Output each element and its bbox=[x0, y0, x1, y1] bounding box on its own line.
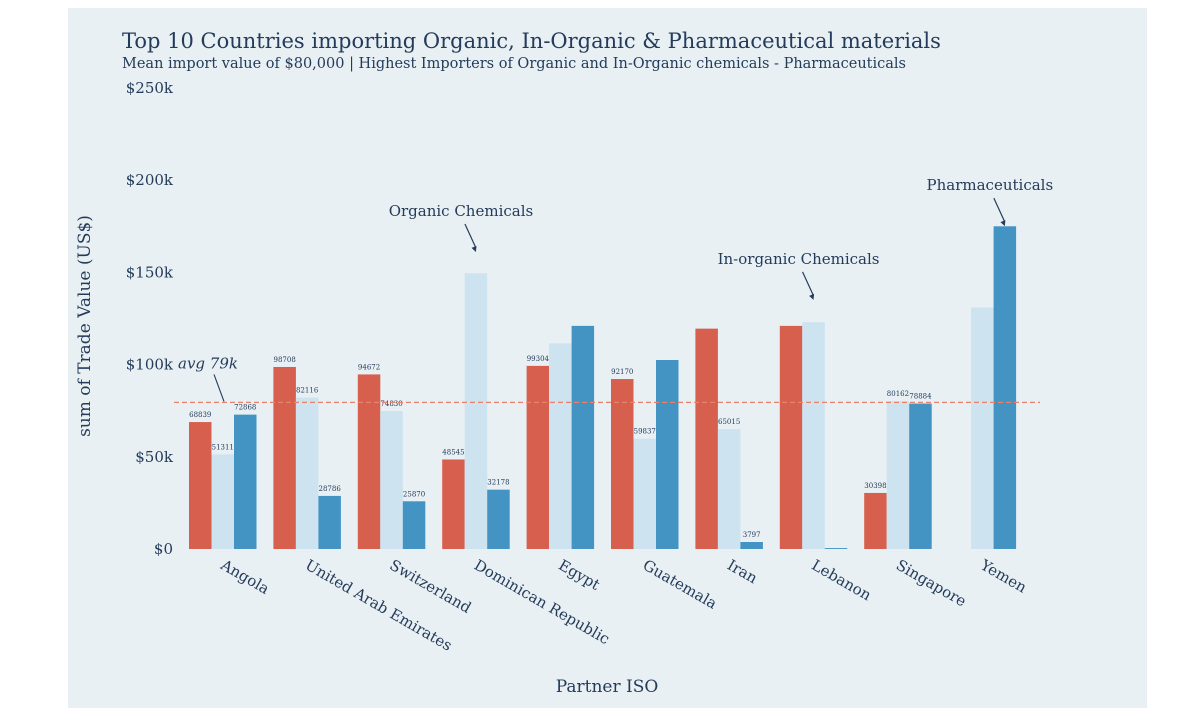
bar-pharma-4 bbox=[571, 325, 595, 549]
bar-value-label: 98708 bbox=[274, 356, 296, 364]
bar-inorganic-2 bbox=[380, 411, 403, 549]
bar-inorganic-6 bbox=[717, 429, 741, 549]
bar-organic-7 bbox=[779, 325, 803, 549]
chart-title: Top 10 Countries importing Organic, In-O… bbox=[122, 29, 941, 53]
x-tick-label: Iran bbox=[724, 556, 761, 588]
x-tick-label: Guatemala bbox=[640, 556, 720, 613]
bar-organic-3 bbox=[442, 459, 465, 549]
bar-inorganic-8 bbox=[886, 401, 910, 549]
bar-organic-4 bbox=[526, 365, 550, 549]
chart-svg: Top 10 Countries importing Organic, In-O… bbox=[75, 29, 1053, 697]
annotation-arrow-line bbox=[802, 271, 815, 297]
bar-pharma-3 bbox=[487, 489, 510, 549]
bar-inorganic-4 bbox=[549, 343, 572, 549]
bars bbox=[189, 226, 1017, 550]
bar-value-label: 78884 bbox=[909, 393, 932, 401]
bar-organic-8 bbox=[864, 492, 887, 549]
bar-value-label: 99304 bbox=[527, 355, 550, 363]
bar-inorganic-3 bbox=[464, 273, 488, 549]
bar-inorganic-0 bbox=[211, 454, 234, 549]
x-tick-label: Yemen bbox=[976, 555, 1030, 596]
bar-value-label: 48545 bbox=[442, 448, 464, 456]
bar-pharma-7 bbox=[824, 548, 848, 549]
x-tick-label: United Arab Emirates bbox=[302, 556, 455, 655]
chart-subtitle: Mean import value of $80,000 | Highest I… bbox=[122, 56, 906, 72]
bar-organic-6 bbox=[695, 328, 718, 549]
bar-value-label: 30398 bbox=[864, 482, 886, 490]
bar-organic-2 bbox=[357, 374, 381, 549]
y-tick-label: $50k bbox=[135, 448, 174, 466]
bar-value-label: 28786 bbox=[319, 485, 342, 493]
bar-value-label: 3797 bbox=[743, 531, 761, 539]
bar-organic-5 bbox=[611, 379, 634, 549]
average-label: avg 79k bbox=[178, 354, 238, 372]
bar-value-label: 65015 bbox=[718, 418, 740, 426]
x-tick-label: Egypt bbox=[555, 556, 603, 594]
y-ticks: $0 $50k $100k $150k $200k $250k bbox=[126, 79, 174, 558]
y-tick-label: $200k bbox=[126, 171, 174, 189]
y-tick-label: $150k bbox=[126, 263, 174, 281]
bar-organic-0 bbox=[189, 422, 212, 549]
x-tick-label: Singapore bbox=[893, 556, 970, 611]
annotation-label: In-organic Chemicals bbox=[718, 250, 880, 268]
annotation-arrow-head bbox=[1000, 220, 1006, 227]
x-tick-label: Dominican Republic bbox=[471, 556, 613, 648]
bar-labels: 68839 98708 94672 48545 99304 92170 30398 51311… bbox=[189, 355, 932, 539]
bar-pharma-9 bbox=[993, 226, 1017, 550]
annotation-label: Pharmaceuticals bbox=[927, 176, 1054, 194]
average-pointer bbox=[213, 374, 225, 402]
x-axis-label: Partner ISO bbox=[556, 677, 659, 697]
annotation-arrow-head bbox=[471, 245, 477, 252]
bar-value-label: 32178 bbox=[487, 479, 509, 487]
y-tick-label: $250k bbox=[126, 79, 174, 97]
y-axis-label: sum of Trade Value (US$) bbox=[75, 215, 95, 437]
bar-pharma-0 bbox=[234, 414, 257, 549]
bar-inorganic-9 bbox=[971, 307, 994, 549]
bar-value-label: 25870 bbox=[403, 490, 425, 498]
chart-panel: Top 10 Countries importing Organic, In-O… bbox=[68, 8, 1147, 708]
x-tick-label: Lebanon bbox=[809, 556, 875, 605]
annotation-label: Organic Chemicals bbox=[389, 202, 534, 220]
bar-pharma-5 bbox=[656, 359, 679, 549]
bar-value-label: 51311 bbox=[212, 443, 234, 451]
x-ticks: Angola United Arab EmiratesSwitzerlandDom… bbox=[217, 555, 1030, 654]
bar-value-label: 82116 bbox=[296, 387, 319, 395]
bar-value-label: 72868 bbox=[234, 404, 256, 412]
bar-inorganic-5 bbox=[633, 438, 656, 549]
bar-pharma-6 bbox=[740, 541, 763, 549]
annotation-arrow-line bbox=[993, 197, 1006, 223]
bar-organic-1 bbox=[273, 366, 296, 549]
bar-value-label: 80162 bbox=[887, 390, 909, 398]
y-tick-label: $100k bbox=[126, 356, 174, 374]
bar-value-label: 59837 bbox=[634, 428, 656, 436]
bar-inorganic-1 bbox=[295, 397, 319, 549]
bar-pharma-8 bbox=[909, 403, 932, 549]
bar-value-label: 74830 bbox=[380, 400, 402, 408]
x-tick-label: Angola bbox=[217, 555, 273, 598]
bar-pharma-2 bbox=[402, 501, 426, 549]
bar-value-label: 68839 bbox=[189, 411, 211, 419]
y-tick-label: $0 bbox=[154, 540, 173, 558]
annotations: Organic Chemicals In-organic Chemicals Pha… bbox=[389, 176, 1053, 300]
annotation-arrow-head bbox=[809, 293, 815, 300]
bar-inorganic-7 bbox=[802, 322, 825, 549]
bar-value-label: 92170 bbox=[611, 368, 633, 376]
annotation-arrow-line bbox=[464, 223, 477, 249]
bar-pharma-1 bbox=[318, 495, 341, 549]
average-line-group: avg 79k bbox=[174, 354, 1040, 404]
bar-value-label: 94672 bbox=[358, 363, 380, 371]
